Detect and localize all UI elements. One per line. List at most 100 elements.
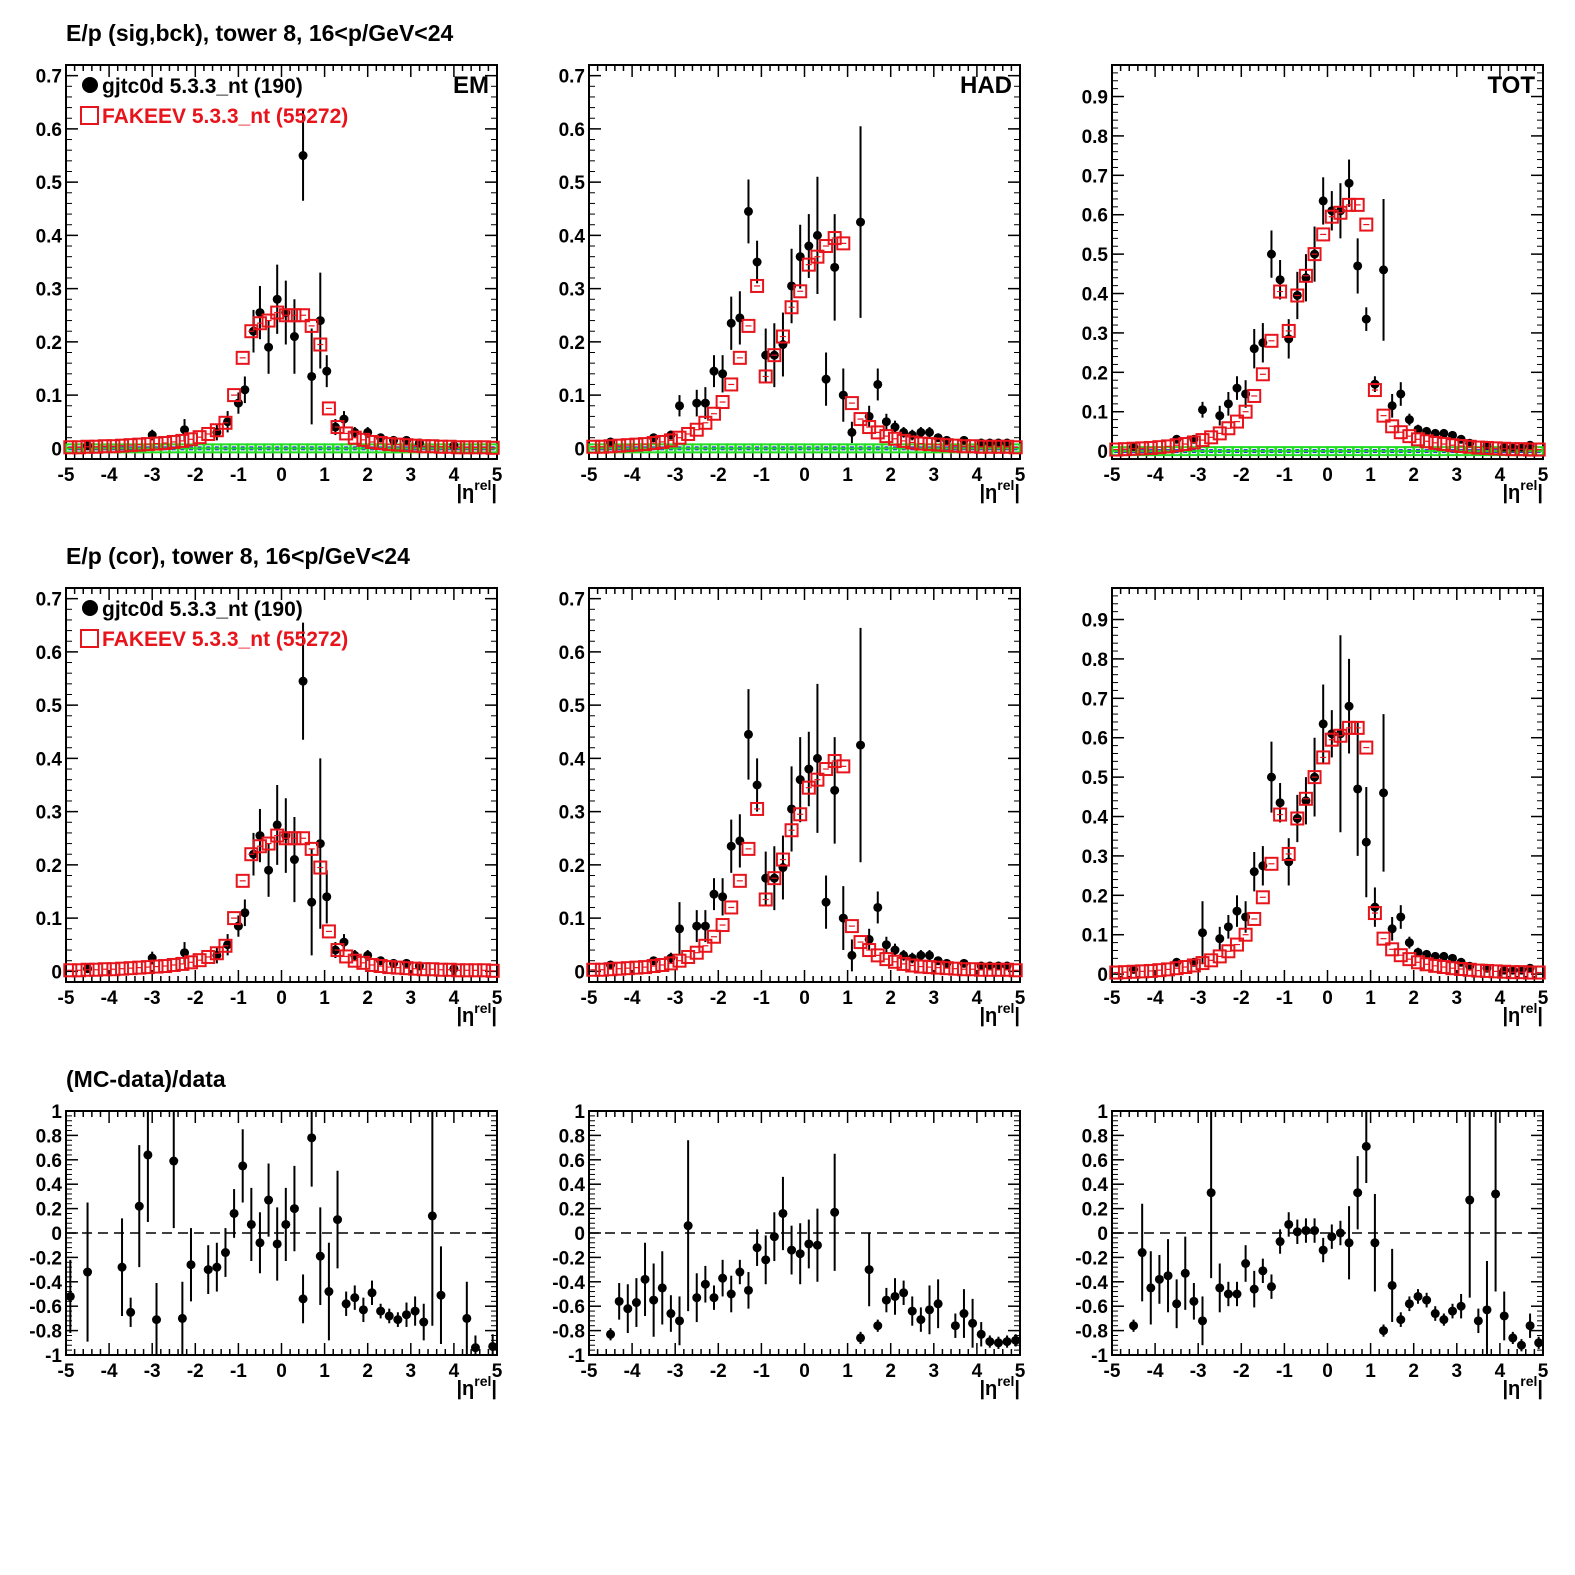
x-tick-label: -5 xyxy=(581,1361,598,1382)
x-tick-label: -4 xyxy=(1147,465,1164,486)
y-tick-label: 0.1 xyxy=(36,386,63,407)
x-axis-label: |ηrel| xyxy=(979,1373,1020,1400)
x-tick-label: 5 xyxy=(1538,465,1549,486)
data-point xyxy=(1491,1189,1501,1199)
y-tick-label: -0.6 xyxy=(1075,1297,1108,1318)
y-tick-label: 0.2 xyxy=(559,856,585,877)
data-point xyxy=(1353,1188,1363,1198)
row-title-sig-bck: E/p (sig,bck), tower 8, 16<p/GeV<24 xyxy=(66,20,454,46)
mc-point xyxy=(1247,388,1262,403)
mc-point xyxy=(715,395,730,410)
x-tick-label: 3 xyxy=(406,988,417,1009)
x-tick-label: 5 xyxy=(1015,988,1026,1009)
mc-point xyxy=(1307,247,1322,262)
x-tick-label: -1 xyxy=(753,988,770,1009)
x-tick-label: 3 xyxy=(406,465,417,486)
data-point xyxy=(289,855,299,865)
data-point xyxy=(761,1255,771,1265)
x-tick-label: 1 xyxy=(319,988,330,1009)
mc-point xyxy=(1255,890,1270,905)
mc-point xyxy=(724,377,739,392)
x-tick-label: 3 xyxy=(1452,988,1463,1009)
data-point xyxy=(240,385,250,395)
data-point xyxy=(1361,314,1371,324)
y-tick-label: 0.8 xyxy=(1082,127,1108,148)
panel-2-1: -5 -4 -3 -2 -1 0 1 2 3 4 5|ηrel| -1 -0.8 -0.6 -0.4 -0.2… xyxy=(552,1102,1025,1400)
panel-2-0: -5 -4 -3 -2 -1 0 1 2 3 4 5|ηrel| -1 -0.8 -0.6 -0.4 -0.2… xyxy=(29,1102,502,1400)
x-tick-label: 1 xyxy=(319,1361,330,1382)
data-point xyxy=(985,1337,995,1347)
mc-point xyxy=(698,415,713,430)
x-tick-label: -5 xyxy=(58,988,75,1009)
legend-mc-label: FAKEEV 5.3.3_nt (55272) xyxy=(102,628,348,651)
mc-point xyxy=(646,959,661,974)
y-tick-label: 0.4 xyxy=(559,749,586,770)
y-tick-label: 0.7 xyxy=(559,590,585,611)
data-point xyxy=(1292,1227,1302,1237)
panel-1-2: -5 -4 -3 -2 -1 0 1 2 3 4 5|ηrel| 0 0.1 0.2 0.3 0.4 0.5 0.… xyxy=(1082,587,1549,1027)
y-tick-label: 0.2 xyxy=(1082,1200,1108,1221)
x-axis-label: |ηrel| xyxy=(456,1000,497,1027)
x-tick-label: 4 xyxy=(972,465,983,486)
data-point xyxy=(1241,1259,1251,1268)
data-point xyxy=(1327,1232,1337,1242)
data-point xyxy=(1266,772,1276,782)
mc-point xyxy=(218,415,233,430)
y-tick-label: 0.7 xyxy=(559,67,585,88)
mc-point xyxy=(261,836,276,851)
data-point xyxy=(223,940,233,950)
mc-point xyxy=(1152,440,1167,455)
y-tick-label: 0 xyxy=(51,439,62,460)
mc-point xyxy=(767,871,782,886)
mc-point xyxy=(896,433,911,448)
data-point xyxy=(264,1195,274,1205)
data-point xyxy=(657,1283,667,1293)
x-axis-label: |ηrel| xyxy=(1502,477,1543,504)
y-tick-label: 1 xyxy=(574,1102,585,1123)
mc-point xyxy=(252,316,267,331)
mc-point xyxy=(1462,439,1477,454)
x-tick-label: 0 xyxy=(276,988,287,1009)
mc-point xyxy=(1307,770,1322,785)
data-point xyxy=(367,1288,377,1298)
y-tick-label: 0.5 xyxy=(1082,768,1109,789)
mc-point xyxy=(681,949,696,964)
mc-point xyxy=(218,938,233,953)
mc-point xyxy=(201,426,216,441)
mc-point xyxy=(1229,414,1244,429)
data-point xyxy=(410,1306,420,1316)
row-title-ratio: (MC-data)/data xyxy=(66,1066,226,1092)
data-point xyxy=(649,1295,659,1305)
x-axis-label: |ηrel| xyxy=(979,1000,1020,1027)
y-tick-label: 0.1 xyxy=(559,386,586,407)
data-point xyxy=(255,1238,265,1248)
x-tick-label: 3 xyxy=(1452,1361,1463,1382)
mc-point xyxy=(347,430,362,445)
y-tick-label: 0 xyxy=(1097,442,1108,463)
mc-point xyxy=(1411,955,1426,970)
mc-point xyxy=(1143,440,1158,455)
data-point xyxy=(65,1291,75,1301)
data-point xyxy=(976,1329,986,1339)
mc-point xyxy=(836,759,851,774)
mc-point xyxy=(1161,439,1176,454)
y-tick-label: 0.6 xyxy=(559,120,585,141)
mc-point xyxy=(1204,953,1219,968)
x-tick-label: -2 xyxy=(1233,1361,1250,1382)
mc-point xyxy=(1229,937,1244,952)
data-point xyxy=(393,1315,403,1325)
panel-1-1: -5 -4 -3 -2 -1 0 1 2 3 4 5|ηrel| 0 0.1 0.2 0.3 0.4 0.5 0.… xyxy=(559,587,1026,1027)
data-point xyxy=(787,1245,797,1255)
data-point xyxy=(856,1333,866,1343)
y-tick-label: 0.8 xyxy=(559,1126,585,1147)
mc-point xyxy=(1008,963,1023,978)
data-point xyxy=(126,1307,136,1317)
x-tick-label: 3 xyxy=(929,988,940,1009)
data-point xyxy=(298,151,308,161)
x-tick-label: 0 xyxy=(276,465,287,486)
x-tick-label: -4 xyxy=(101,1361,118,1382)
mc-point xyxy=(672,430,687,445)
data-point xyxy=(924,950,934,960)
mc-point xyxy=(663,956,678,971)
x-tick-label: 0 xyxy=(799,465,810,486)
